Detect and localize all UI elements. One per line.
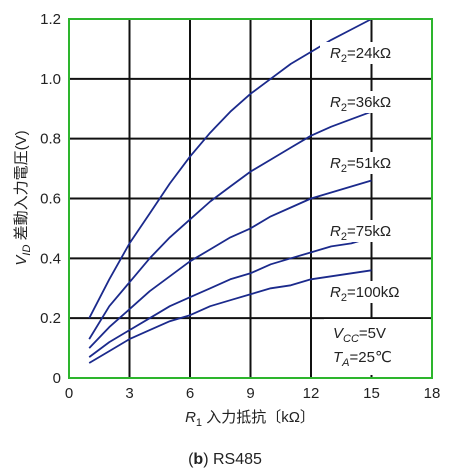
condition-vcc: VCC=5V bbox=[333, 325, 386, 345]
series-label-2: R2=51kΩ bbox=[330, 155, 391, 175]
series-line-2 bbox=[88, 179, 372, 349]
series-label-bg-1 bbox=[320, 91, 428, 113]
y-tick-label-5: 1.0 bbox=[40, 71, 61, 88]
series-label-0: R2=24kΩ bbox=[330, 45, 391, 65]
x-tick-label-3: 9 bbox=[246, 385, 254, 402]
x-axis-subscript: 1 bbox=[196, 417, 202, 429]
series-label-symbol-3: R bbox=[330, 223, 341, 240]
x-tick-label-0: 0 bbox=[65, 385, 73, 402]
y-axis-text: 差動入力電圧(V) bbox=[13, 130, 30, 244]
series-label-subscript-4: 2 bbox=[341, 292, 347, 304]
series-label-1: R2=36kΩ bbox=[330, 94, 391, 114]
conditions-background bbox=[324, 319, 430, 375]
series-label-bg-2 bbox=[320, 152, 428, 174]
series-line-1 bbox=[88, 110, 372, 340]
vcc-subscript: CC bbox=[343, 333, 359, 345]
y-tick-label-4: 0.8 bbox=[40, 131, 61, 148]
series-label-value-4: =100kΩ bbox=[347, 284, 400, 301]
series-label-symbol-1: R bbox=[330, 94, 341, 111]
y-tick-label-0: 0 bbox=[53, 370, 61, 387]
series-label-bg-0 bbox=[320, 42, 428, 64]
y-axis-subscript: ID bbox=[21, 245, 33, 256]
x-tick-label-5: 15 bbox=[363, 385, 380, 402]
plot-frame bbox=[68, 18, 433, 379]
y-tick-label-3: 0.6 bbox=[40, 191, 61, 208]
x-tick-label-6: 18 bbox=[424, 385, 441, 402]
series-layer bbox=[88, 18, 372, 364]
series-label-4: R2=100kΩ bbox=[330, 284, 399, 304]
y-tick-label-1: 0.2 bbox=[40, 310, 61, 327]
x-axis-symbol: R bbox=[185, 409, 196, 426]
series-label-symbol-4: R bbox=[330, 284, 341, 301]
x-tick-label-4: 12 bbox=[303, 385, 320, 402]
y-axis-title: VID 差動入力電圧(V) bbox=[13, 130, 33, 265]
series-label-value-0: =24kΩ bbox=[347, 45, 391, 62]
series-label-subscript-0: 2 bbox=[341, 53, 347, 65]
series-line-3 bbox=[88, 236, 372, 358]
series-label-subscript-3: 2 bbox=[341, 231, 347, 243]
series-label-bg-3 bbox=[320, 220, 428, 242]
y-tick-label-6: 1.2 bbox=[40, 11, 61, 28]
condition-ta: TA=25℃ bbox=[333, 349, 392, 369]
series-label-subscript-1: 2 bbox=[341, 102, 347, 114]
figure-caption: (b) RS485 bbox=[188, 451, 262, 468]
series-label-3: R2=75kΩ bbox=[330, 223, 391, 243]
series-label-bg-4 bbox=[320, 281, 428, 303]
ta-value: =25℃ bbox=[350, 349, 392, 366]
series-label-value-3: =75kΩ bbox=[347, 223, 391, 240]
y-axis-symbol: V bbox=[13, 254, 30, 266]
caption-open: ( bbox=[188, 451, 194, 468]
series-line-4 bbox=[88, 269, 372, 364]
y-tick-label-2: 0.4 bbox=[40, 250, 61, 267]
series-label-symbol-0: R bbox=[330, 45, 341, 62]
x-tick-label-2: 6 bbox=[186, 385, 194, 402]
x-axis-title: R1 入力抵抗〔kΩ〕 bbox=[185, 409, 315, 429]
series-label-symbol-2: R bbox=[330, 155, 341, 172]
series-label-value-1: =36kΩ bbox=[347, 94, 391, 111]
caption-close: ) bbox=[203, 451, 208, 468]
x-axis-text: 入力抵抗〔kΩ〕 bbox=[202, 409, 315, 426]
vcc-symbol: V bbox=[333, 325, 345, 342]
x-tick-label-1: 3 bbox=[125, 385, 133, 402]
ta-subscript: A bbox=[341, 357, 349, 369]
caption-letter: b bbox=[193, 451, 203, 468]
conditions-box: VCC=5V TA=25℃ bbox=[324, 319, 430, 375]
series-label-subscript-2: 2 bbox=[341, 163, 347, 175]
ta-symbol: T bbox=[333, 349, 344, 366]
caption-text: RS485 bbox=[209, 451, 262, 468]
vcc-value: =5V bbox=[359, 325, 386, 342]
series-label-value-2: =51kΩ bbox=[347, 155, 391, 172]
tick-layer: 0 3 6 9 12 15 18 0 0.2 0.4 0.6 0.8 1.0 1.2 bbox=[40, 11, 440, 402]
